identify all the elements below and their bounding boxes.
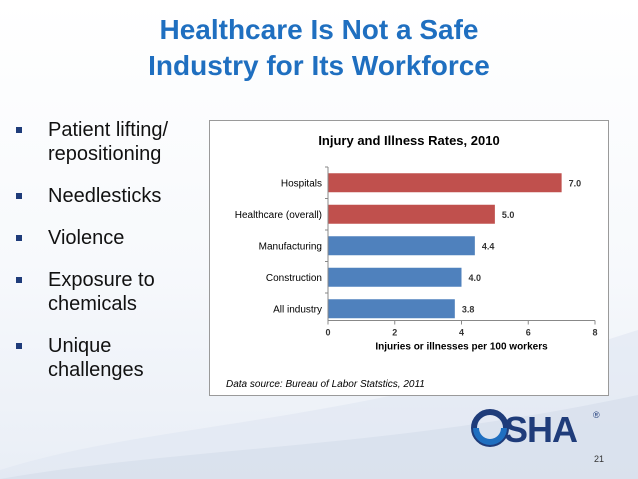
bullet-item: Violence (14, 226, 214, 250)
x-tick-label: 2 (392, 328, 397, 338)
data-label: 4.4 (482, 241, 495, 251)
registered-mark: ® (593, 410, 600, 420)
bullet-text: Needlesticks (48, 185, 162, 207)
bullet-list: Patient lifting/repositioning Needlestick… (14, 118, 214, 382)
slide-title: Healthcare Is Not a Safe Industry for It… (0, 12, 638, 84)
category-label: Healthcare (overall) (235, 210, 322, 221)
data-label: 3.8 (462, 304, 475, 314)
bullet-item: Patient lifting/repositioning (14, 118, 214, 166)
bar (328, 267, 462, 287)
category-label: All industry (273, 304, 322, 315)
bar (328, 204, 495, 224)
category-label: Manufacturing (259, 241, 322, 252)
bullet-text: Violence (48, 227, 125, 249)
bullet-marker (16, 193, 22, 199)
bullet-marker (16, 277, 22, 283)
bullet-text: Unique (48, 335, 112, 357)
bullet-text: Patient lifting/ (48, 119, 169, 141)
bullet-item: Needlesticks (14, 184, 214, 208)
data-source-note: Data source: Bureau of Labor Statstics, … (226, 379, 425, 390)
bullet-text: Exposure to (48, 269, 155, 291)
bar (328, 173, 562, 193)
x-tick-label: 0 (325, 328, 330, 338)
bar-chart: Injury and Illness Rates, 2010 Hospitals 7… (226, 133, 598, 390)
bullet-text: repositioning (48, 143, 162, 165)
bullet-text: chemicals (48, 293, 137, 315)
x-tick-label: 8 (592, 328, 597, 338)
bar (328, 236, 475, 256)
chart-frame: Injury and Illness Rates, 2010 Hospitals 7… (209, 120, 609, 396)
title-line-1: Healthcare Is Not a Safe (159, 14, 479, 45)
data-label: 4.0 (469, 273, 482, 283)
title-line-2: Industry for Its Workforce (148, 50, 490, 81)
bar (328, 299, 455, 319)
bullet-text: challenges (48, 359, 144, 381)
data-label: 7.0 (569, 178, 582, 188)
x-axis-label: Injuries or illnesses per 100 workers (375, 342, 548, 353)
osha-logo-text: SHA (504, 409, 578, 450)
chart-title: Injury and Illness Rates, 2010 (318, 133, 499, 148)
bullet-marker (16, 343, 22, 349)
x-tick-label: 4 (459, 328, 464, 338)
bullet-item: Exposure to chemicals (14, 268, 214, 316)
data-label: 5.0 (502, 210, 515, 220)
category-label: Hospitals (281, 178, 322, 189)
bullet-item: Unique challenges (14, 334, 214, 382)
bullet-marker (16, 127, 22, 133)
osha-logo-o-icon (471, 409, 509, 447)
category-label: Construction (266, 273, 322, 284)
osha-logo: SHA ® (471, 409, 600, 450)
x-tick-label: 6 (526, 328, 531, 338)
page-number: 21 (594, 454, 605, 464)
bullet-marker (16, 235, 22, 241)
